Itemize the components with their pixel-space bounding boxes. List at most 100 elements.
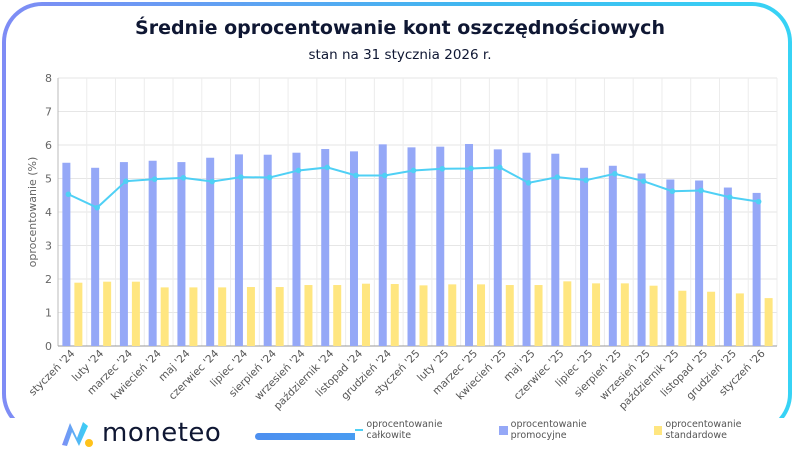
point-total xyxy=(123,178,129,184)
point-total xyxy=(65,191,72,198)
bar-standard xyxy=(131,281,140,346)
bar-promo xyxy=(148,160,157,346)
frame-inner xyxy=(6,6,788,430)
point-total xyxy=(94,204,100,211)
point-total xyxy=(209,178,215,185)
point-total xyxy=(381,172,388,179)
bar-standard xyxy=(764,298,773,346)
point-total xyxy=(525,180,532,186)
y-tick-label: 1 xyxy=(45,307,52,320)
bar-standard xyxy=(592,283,601,346)
bar-standard xyxy=(390,284,399,346)
bar-promo xyxy=(263,154,272,346)
bar-standard xyxy=(448,284,457,346)
chart-title: Średnie oprocentowanie kont oszczędności… xyxy=(135,17,665,39)
point-total xyxy=(583,177,589,183)
bar-standard xyxy=(534,285,543,346)
y-tick-label: 0 xyxy=(45,340,52,353)
bar-promo xyxy=(292,152,301,346)
legend-label: oprocentowanie całkowite xyxy=(366,419,443,441)
bar-standard xyxy=(505,285,514,346)
bar-promo xyxy=(580,167,589,346)
bar-promo xyxy=(378,144,387,346)
bar-standard xyxy=(361,283,370,346)
y-tick-label: 6 xyxy=(45,139,52,152)
point-total xyxy=(151,176,158,182)
bar-promo xyxy=(62,162,71,346)
bar-promo xyxy=(465,143,474,346)
logo: moneteo xyxy=(60,418,221,448)
bar-standard xyxy=(103,281,112,346)
moneteo-logo-icon xyxy=(62,422,93,447)
bar-promo xyxy=(206,157,215,346)
y-tick-label: 7 xyxy=(45,106,52,119)
point-total xyxy=(640,178,647,184)
bar-promo xyxy=(551,153,560,346)
y-tick-label: 5 xyxy=(45,173,52,186)
point-total xyxy=(554,174,561,180)
bar-standard xyxy=(477,284,486,346)
bar-promo xyxy=(119,162,128,346)
bar-promo xyxy=(723,187,732,346)
y-tick-label: 8 xyxy=(45,72,52,85)
point-total xyxy=(353,172,359,179)
bar-standard xyxy=(419,285,428,346)
bar-promo xyxy=(177,162,186,346)
bar-standard xyxy=(707,291,716,346)
legend-label: oprocentowanie standardowe xyxy=(665,419,742,441)
bar-standard xyxy=(275,287,284,346)
point-total xyxy=(410,167,417,174)
bar-promo xyxy=(436,146,445,346)
legend-item-promo[interactable]: oprocentowanie promocyjne xyxy=(499,419,636,441)
point-total xyxy=(755,198,762,205)
point-total xyxy=(324,164,331,171)
point-total xyxy=(295,167,302,174)
bar-promo xyxy=(493,149,502,346)
point-total xyxy=(669,188,676,195)
point-total xyxy=(180,175,187,181)
legend-item-total[interactable]: oprocentowanie całkowite xyxy=(355,419,481,441)
bar-standard xyxy=(246,287,255,346)
y-tick-label: 4 xyxy=(45,206,52,219)
point-total xyxy=(439,165,446,172)
legend-swatch xyxy=(499,425,508,435)
point-total xyxy=(238,174,244,180)
bar-standard xyxy=(74,282,83,346)
point-total xyxy=(496,164,503,171)
brand-name: moneteo xyxy=(102,418,222,448)
bar-standard xyxy=(620,283,629,346)
bar-standard xyxy=(678,290,687,346)
y-tick-label: 2 xyxy=(45,273,52,286)
bar-promo xyxy=(349,151,358,346)
legend-swatch xyxy=(355,429,364,431)
bar-standard xyxy=(649,285,658,346)
legend-item-standard[interactable]: oprocentowanie standardowe xyxy=(654,419,796,441)
bar-standard xyxy=(304,285,313,346)
point-total xyxy=(266,174,273,181)
bar-promo xyxy=(91,167,100,346)
bar-promo xyxy=(522,152,531,346)
point-total xyxy=(698,187,704,194)
bar-promo xyxy=(752,192,761,346)
point-total xyxy=(727,194,733,201)
point-total xyxy=(612,171,618,177)
bar-promo xyxy=(608,165,617,346)
bar-standard xyxy=(189,287,198,346)
bar-standard xyxy=(563,281,572,346)
bar-standard xyxy=(218,287,227,346)
point-total xyxy=(468,165,474,172)
bar-promo xyxy=(234,154,243,346)
bar-promo xyxy=(407,147,416,346)
bar-standard xyxy=(735,293,744,346)
bar-promo xyxy=(695,180,704,346)
bar-promo xyxy=(321,149,330,346)
bar-standard xyxy=(160,287,169,346)
chart-subtitle: stan na 31 stycznia 2026 r. xyxy=(308,47,492,63)
y-axis-label: oprocentowanie (%) xyxy=(26,157,39,268)
bar-promo xyxy=(637,173,646,346)
y-tick-label: 3 xyxy=(45,240,52,253)
bar-promo xyxy=(666,179,675,346)
legend-swatch xyxy=(654,425,663,435)
legend: oprocentowanie całkowite oprocentowanie … xyxy=(355,419,800,441)
frame-border xyxy=(2,2,792,434)
